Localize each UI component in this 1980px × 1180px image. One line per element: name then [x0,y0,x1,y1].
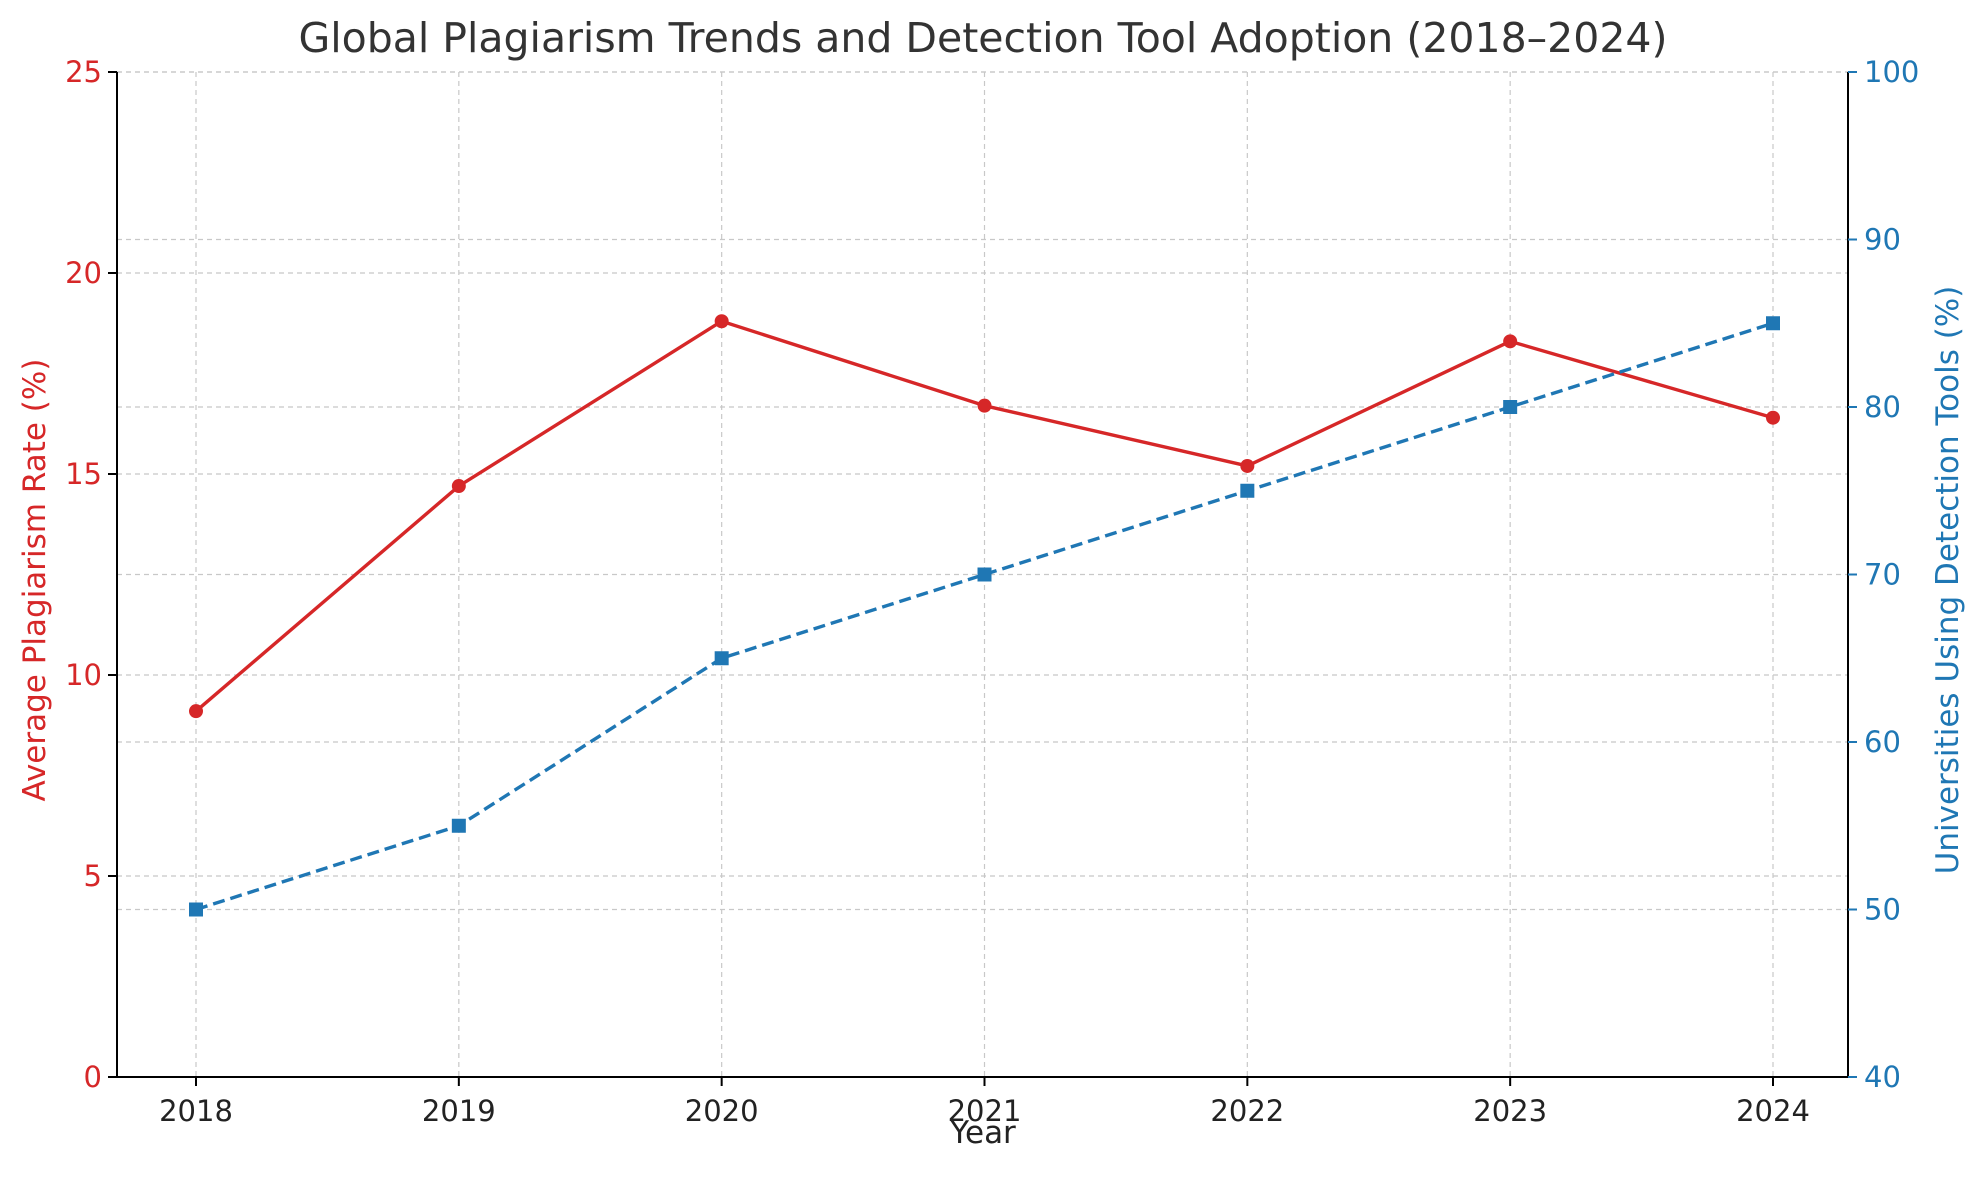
x-tick-label: 2020 [685,1094,759,1128]
detection-tools-point [451,818,466,833]
y-right-tick-label: 100 [1864,55,1919,89]
x-tick-label: 2023 [1473,1094,1547,1128]
x-tick-label: 2024 [1736,1094,1810,1128]
y-right-tick-label: 80 [1864,390,1901,424]
y-right-tick-label: 60 [1864,725,1901,759]
x-tick-label: 2018 [159,1094,233,1128]
data-series [189,314,1780,917]
plagiarism-rate-point [1240,458,1255,473]
axes [108,71,1857,1086]
tick-labels: 2018 2019 2020 2021 2022 2023 2024 0 5 10 15 20 25 40… [65,55,1919,1128]
y-right-tick-label: 40 [1864,1060,1901,1094]
detection-tools-point [1503,400,1518,414]
y-right-tick-label: 50 [1864,893,1901,927]
plagiarism-rate-point [1766,410,1780,425]
x-tick-label: 2019 [422,1094,496,1128]
y-left-tick-label: 5 [84,859,102,893]
y-left-tick-label: 0 [84,1060,102,1094]
plagiarism-rate-point [1503,334,1518,349]
detection-tools-point [714,651,729,666]
x-tick-label: 2021 [948,1094,1022,1128]
y-right-tick-label: 70 [1864,558,1901,592]
y-left-tick-label: 25 [65,55,102,89]
plagiarism-rate-point [977,398,992,413]
plagiarism-rate-point [451,479,466,494]
detection-tools-point [1240,483,1255,498]
y-axis-right-title: Universities Using Detection Tools (%) [1930,286,1966,875]
y-right-tick-label: 90 [1864,223,1901,257]
y-left-tick-label: 10 [65,658,102,692]
detection-tools-point [977,567,992,582]
plagiarism-rate-point [189,704,203,719]
y-axis-left-title: Average Plagiarism Rate (%) [17,359,53,802]
x-axis-title: Year [949,1115,1016,1151]
chart-title: Global Plagiarism Trends and Detection T… [298,14,1667,62]
y-left-tick-label: 20 [65,256,102,290]
y-left-tick-label: 15 [65,457,102,491]
x-tick-label: 2022 [1210,1094,1284,1128]
detection-tools-point [189,902,203,917]
plagiarism-rate-point [714,314,729,329]
detection-tools-point [1766,316,1780,331]
